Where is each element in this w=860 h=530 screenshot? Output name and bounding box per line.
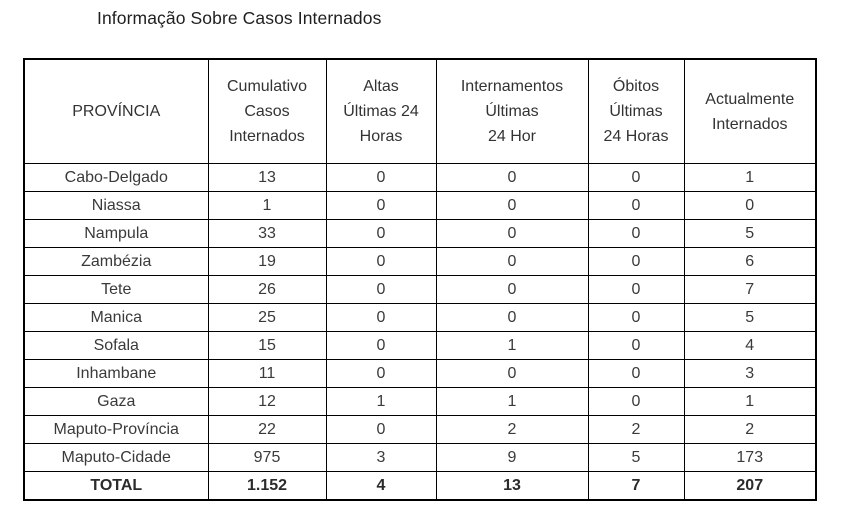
column-header-internamentos-ultimas-24-hor: Internamentos Últimas 24 Hor bbox=[435, 58, 589, 164]
table-row: Sofala 15 0 1 0 4 bbox=[23, 331, 817, 360]
column-header-provincia: PROVÍNCIA bbox=[23, 58, 209, 164]
value-cell: 0 bbox=[587, 163, 685, 192]
value-cell: 22 bbox=[207, 415, 327, 444]
value-cell: 2 bbox=[435, 415, 589, 444]
value-cell: 0 bbox=[587, 219, 685, 248]
value-cell: 11 bbox=[207, 359, 327, 388]
table-row: Manica 25 0 0 0 5 bbox=[23, 303, 817, 332]
table-body: Cabo-Delgado 13 0 0 0 1 Niassa 1 0 0 0 0 Nampula 33 0 0… bbox=[23, 163, 817, 501]
value-cell: 0 bbox=[325, 275, 437, 304]
province-cell: Nampula bbox=[23, 219, 209, 248]
value-cell: 1 bbox=[325, 387, 437, 416]
value-cell: 9 bbox=[435, 443, 589, 472]
value-cell: 4 bbox=[683, 331, 817, 360]
value-cell: 0 bbox=[587, 303, 685, 332]
table-header: PROVÍNCIA Cumulativo Casos Internados Alta… bbox=[23, 58, 817, 164]
value-cell: 25 bbox=[207, 303, 327, 332]
value-cell: 0 bbox=[435, 219, 589, 248]
value-cell: 4 bbox=[325, 471, 437, 501]
table-row: Niassa 1 0 0 0 0 bbox=[23, 191, 817, 220]
value-cell: 0 bbox=[325, 191, 437, 220]
province-cell: Cabo-Delgado bbox=[23, 163, 209, 192]
value-cell: 173 bbox=[683, 443, 817, 472]
value-cell: 0 bbox=[435, 191, 589, 220]
value-cell: 0 bbox=[435, 247, 589, 276]
table-row: Nampula 33 0 0 0 5 bbox=[23, 219, 817, 248]
value-cell: 1 bbox=[683, 387, 817, 416]
value-cell: 0 bbox=[587, 331, 685, 360]
value-cell: 975 bbox=[207, 443, 327, 472]
value-cell: 0 bbox=[435, 303, 589, 332]
value-cell: 0 bbox=[325, 331, 437, 360]
value-cell: 3 bbox=[325, 443, 437, 472]
column-header-actualmente-internados: Actualmente Internados bbox=[683, 58, 817, 164]
value-cell: 1 bbox=[435, 331, 589, 360]
value-cell: 0 bbox=[325, 303, 437, 332]
value-cell: 0 bbox=[325, 415, 437, 444]
province-cell: Tete bbox=[23, 275, 209, 304]
value-cell: 0 bbox=[587, 275, 685, 304]
province-cell: Sofala bbox=[23, 331, 209, 360]
value-cell: 0 bbox=[587, 247, 685, 276]
value-cell: 7 bbox=[683, 275, 817, 304]
value-cell: 0 bbox=[325, 163, 437, 192]
value-cell: 0 bbox=[325, 359, 437, 388]
value-cell: 207 bbox=[683, 471, 817, 501]
province-cell: Zambézia bbox=[23, 247, 209, 276]
table-row: Maputo-Cidade 975 3 9 5 173 bbox=[23, 443, 817, 472]
value-cell: 15 bbox=[207, 331, 327, 360]
province-cell: Maputo-Província bbox=[23, 415, 209, 444]
province-cell: Inhambane bbox=[23, 359, 209, 388]
page-title: Informação Sobre Casos Internados bbox=[97, 8, 382, 28]
column-header-obitos-ultimas-24-horas: Óbitos Últimas 24 Horas bbox=[587, 58, 685, 164]
total-label-cell: TOTAL bbox=[23, 471, 209, 501]
table-row: Inhambane 11 0 0 0 3 bbox=[23, 359, 817, 388]
value-cell: 0 bbox=[435, 275, 589, 304]
table-row: Tete 26 0 0 0 7 bbox=[23, 275, 817, 304]
value-cell: 1 bbox=[435, 387, 589, 416]
value-cell: 3 bbox=[683, 359, 817, 388]
header-row: PROVÍNCIA Cumulativo Casos Internados Alta… bbox=[23, 58, 817, 164]
column-header-cumulativo-casos-internados: Cumulativo Casos Internados bbox=[207, 58, 327, 164]
table-row: Zambézia 19 0 0 0 6 bbox=[23, 247, 817, 276]
value-cell: 0 bbox=[587, 191, 685, 220]
table-row: Gaza 12 1 1 0 1 bbox=[23, 387, 817, 416]
value-cell: 19 bbox=[207, 247, 327, 276]
value-cell: 0 bbox=[325, 247, 437, 276]
province-cell: Gaza bbox=[23, 387, 209, 416]
value-cell: 0 bbox=[683, 191, 817, 220]
value-cell: 6 bbox=[683, 247, 817, 276]
total-row: TOTAL 1.152 4 13 7 207 bbox=[23, 471, 817, 501]
value-cell: 5 bbox=[683, 219, 817, 248]
value-cell: 13 bbox=[207, 163, 327, 192]
value-cell: 0 bbox=[435, 163, 589, 192]
value-cell: 7 bbox=[587, 471, 685, 501]
value-cell: 1 bbox=[683, 163, 817, 192]
province-cell: Niassa bbox=[23, 191, 209, 220]
value-cell: 13 bbox=[435, 471, 589, 501]
value-cell: 33 bbox=[207, 219, 327, 248]
province-cell: Manica bbox=[23, 303, 209, 332]
value-cell: 1.152 bbox=[207, 471, 327, 501]
province-cell: Maputo-Cidade bbox=[23, 443, 209, 472]
value-cell: 12 bbox=[207, 387, 327, 416]
casos-internados-table: PROVÍNCIA Cumulativo Casos Internados Alta… bbox=[23, 58, 817, 501]
table-row: Cabo-Delgado 13 0 0 0 1 bbox=[23, 163, 817, 192]
value-cell: 0 bbox=[587, 359, 685, 388]
value-cell: 2 bbox=[587, 415, 685, 444]
table-row: Maputo-Província 22 0 2 2 2 bbox=[23, 415, 817, 444]
value-cell: 1 bbox=[207, 191, 327, 220]
value-cell: 26 bbox=[207, 275, 327, 304]
value-cell: 5 bbox=[683, 303, 817, 332]
value-cell: 0 bbox=[435, 359, 589, 388]
value-cell: 5 bbox=[587, 443, 685, 472]
column-header-altas-ultimas-24-horas: Altas Últimas 24 Horas bbox=[325, 58, 437, 164]
value-cell: 2 bbox=[683, 415, 817, 444]
value-cell: 0 bbox=[587, 387, 685, 416]
value-cell: 0 bbox=[325, 219, 437, 248]
